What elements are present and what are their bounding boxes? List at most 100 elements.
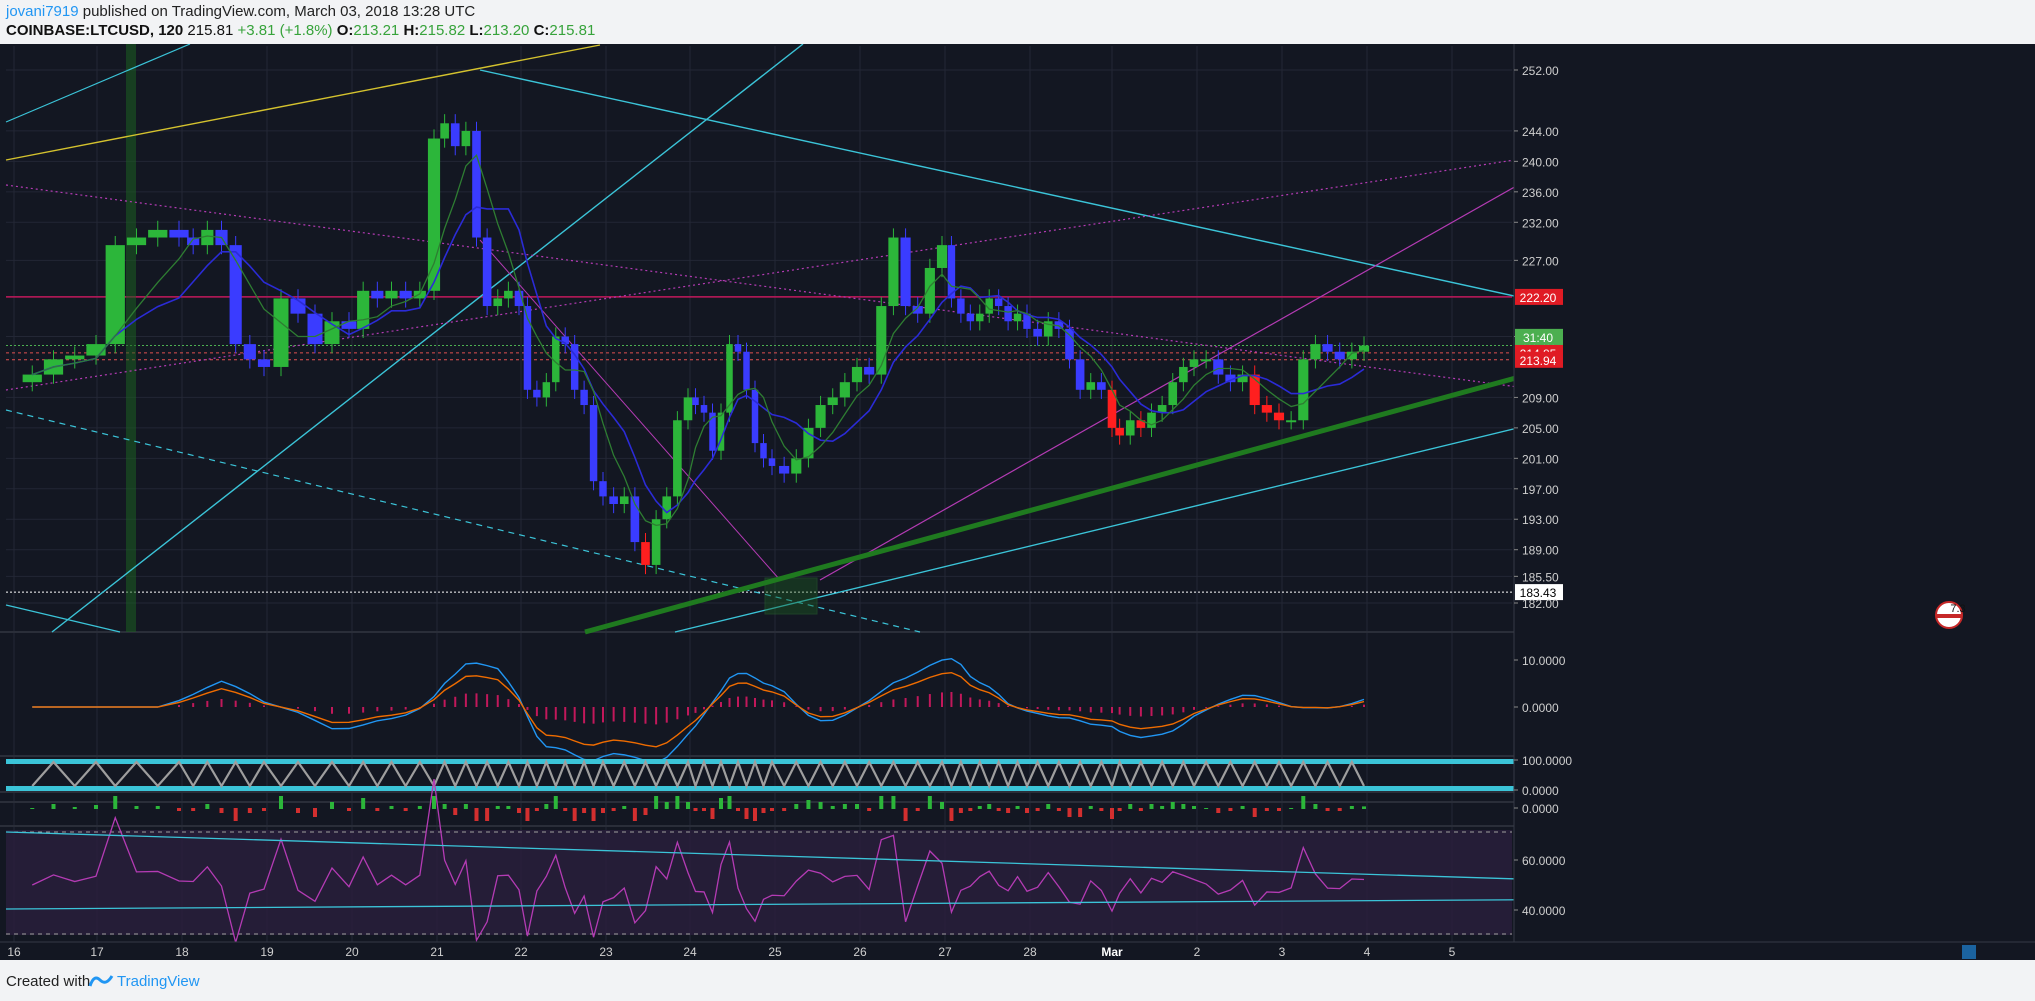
candle-body [662, 496, 672, 520]
published-text: published on TradingView.com, March 03, … [78, 3, 476, 20]
candle-body [827, 397, 838, 406]
author-link[interactable]: jovani7919 [6, 3, 79, 20]
candle-body [651, 519, 661, 565]
candle-body [994, 298, 1003, 307]
momentum-bar [632, 808, 637, 821]
candle-body [779, 465, 790, 474]
candle-body [357, 290, 370, 329]
candle-body [1147, 412, 1156, 428]
symbol-name[interactable]: COINBASE:LTCUSD, 120 [6, 22, 184, 39]
candle-body [1358, 345, 1370, 352]
momentum-bar [891, 796, 896, 809]
candle-body [1237, 374, 1248, 383]
trendline [5, 604, 121, 633]
price-label-box [1515, 584, 1563, 601]
price-tick-label: 232.00 [1522, 216, 1559, 230]
candle-body [399, 290, 412, 299]
highlight-column [126, 44, 136, 632]
price-tick-label: 209.00 [1522, 391, 1559, 405]
candle-body [1213, 359, 1224, 375]
candle-body [768, 458, 776, 466]
momentum-bar [1117, 808, 1122, 811]
momentum-bar [1240, 806, 1245, 809]
momentum-bar [794, 804, 799, 809]
candle-body [619, 496, 629, 505]
momentum-bar [72, 807, 77, 809]
candle-body [187, 237, 200, 246]
candle-body [561, 336, 569, 345]
price-tick-label: 193.00 [1522, 513, 1559, 527]
candle-body [1298, 359, 1309, 421]
candles[interactable] [22, 114, 1370, 575]
candle-body [1033, 328, 1042, 337]
signal-line [32, 671, 1365, 748]
price-tick-label: 189.00 [1522, 544, 1559, 558]
badge-label: 7.3 [1950, 603, 1965, 615]
candle-body [1286, 420, 1297, 423]
candle-body [966, 313, 975, 322]
momentum-bar [958, 808, 963, 813]
scroll-button [1962, 945, 1976, 959]
time-axis[interactable]: 16 17 18 19 20 21 22 23 24 25 26 27 28 Mar 2 3 4 5 [0, 941, 2035, 960]
candle-body [1065, 328, 1074, 360]
indicator-tick-label: 100.0000 [1522, 754, 1572, 768]
symbol-line: COINBASE:LTCUSD, 120 215.81 +3.81 (+1.8%… [6, 22, 595, 39]
momentum-bar [1046, 804, 1051, 809]
candle-body [542, 382, 551, 398]
momentum-bar [1264, 808, 1269, 811]
candle-body [1075, 359, 1085, 390]
candle-body [1179, 366, 1188, 383]
momentum-bar [453, 808, 458, 815]
momentum-bar [1277, 808, 1281, 811]
momentum-bar [30, 808, 35, 809]
candle-body [760, 443, 767, 459]
indicator-tick-label: 40.0000 [1522, 904, 1566, 918]
price-axis[interactable]: 252.00 244.00 240.00 236.00 232.00 227.00 222.… [1513, 44, 2035, 960]
momentum-bar [1067, 808, 1072, 817]
momentum-bar [1035, 808, 1040, 811]
momentum-bar [736, 808, 740, 811]
time-tick-label: 27 [938, 945, 952, 959]
momentum-bar [744, 808, 749, 819]
candle-body [371, 290, 384, 299]
time-tick-label: 23 [599, 945, 613, 959]
momentum-bar [1204, 808, 1209, 809]
momentum-bar [233, 808, 238, 821]
price-tick-label: 236.00 [1522, 186, 1559, 200]
price-tick-label: 201.00 [1522, 452, 1559, 466]
momentum-bar [1056, 808, 1061, 811]
candle-body [461, 130, 471, 147]
indicator-tick-label: 60.0000 [1522, 854, 1566, 868]
candle-body [22, 374, 42, 383]
candle-body [1054, 321, 1064, 329]
candle-body [609, 496, 618, 505]
momentum-bar [582, 808, 587, 813]
stoch-lower-band [6, 786, 1710, 791]
momentum-bar [622, 806, 627, 809]
candle-body [201, 229, 214, 246]
chart-canvas[interactable]: 252.00 244.00 240.00 236.00 232.00 227.00 222.… [0, 44, 2035, 960]
price-change: +3.81 (+1.8%) [237, 22, 333, 39]
candle-body [307, 313, 323, 345]
candle-body [450, 123, 460, 147]
time-tick-label: 26 [853, 945, 867, 959]
candle-body [570, 344, 579, 390]
momentum-bar [753, 808, 757, 821]
time-tick-label: 18 [175, 945, 189, 959]
time-tick-label: 21 [430, 945, 444, 959]
candle-body [1201, 359, 1212, 362]
candle-body [1125, 420, 1135, 436]
momentum-bar [403, 808, 408, 811]
momentum-bar [968, 808, 973, 811]
momentum-bar [1181, 804, 1186, 809]
candle-body [673, 420, 682, 497]
tradingview-link[interactable]: TradingView [117, 973, 200, 990]
momentum-bar [591, 808, 596, 821]
price-tick-label: 227.00 [1522, 254, 1559, 268]
momentum-bar [1228, 808, 1233, 811]
candle-body [552, 336, 560, 383]
momentum-bar [1192, 806, 1196, 809]
flag-icon-stripe [1936, 614, 1962, 618]
momentum-bar [867, 808, 872, 811]
candle-body [876, 306, 887, 375]
